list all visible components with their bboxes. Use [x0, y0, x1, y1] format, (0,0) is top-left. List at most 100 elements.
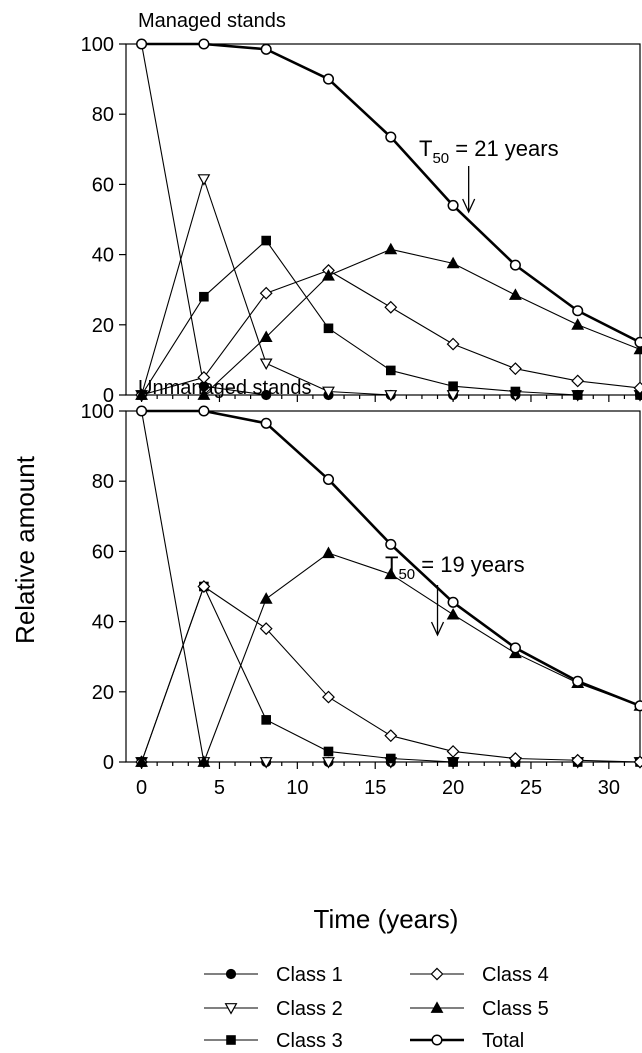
- legend-marker: [226, 1035, 236, 1045]
- series-class-1: [136, 38, 642, 401]
- x-tick-label: 30: [598, 777, 620, 799]
- data-point-shape: [323, 746, 334, 757]
- y-tick-label: 20: [92, 315, 114, 337]
- legend: Class 1 Class 2 Class 3 Class 4 Class 5 Total: [204, 964, 549, 1052]
- legend-item-class-2: Class 2: [204, 998, 343, 1020]
- data-point: [322, 690, 335, 704]
- data-point: [323, 323, 334, 334]
- data-point: [633, 381, 642, 395]
- data-point-shape: [322, 73, 335, 85]
- data-point-shape: [571, 753, 585, 767]
- series-line: [141, 410, 640, 763]
- data-point-shape: [322, 386, 335, 399]
- data-point: [259, 286, 273, 300]
- legend-marker-shape: [226, 1035, 236, 1045]
- data-point-shape: [385, 753, 396, 764]
- data-point-shape: [197, 174, 211, 186]
- data-point-shape: [136, 405, 148, 417]
- data-point-shape: [135, 388, 148, 400]
- data-point-shape: [198, 405, 210, 417]
- annotation-arrow-head: [430, 621, 445, 637]
- panel-managed: Managed stands 0 20 40 60 80 100 T50 = 21 years: [81, 10, 642, 407]
- legend-marker-shape: [430, 1001, 444, 1013]
- data-point-shape: [197, 755, 211, 767]
- data-point-shape: [572, 305, 584, 317]
- data-point: [384, 300, 398, 314]
- data-point-shape: [508, 288, 522, 300]
- data-point-shape: [448, 381, 458, 392]
- data-point: [572, 390, 583, 400]
- series-total: [136, 38, 642, 348]
- data-point-shape: [259, 358, 273, 371]
- data-point: [385, 538, 397, 550]
- data-point: [259, 358, 273, 371]
- data-point-shape: [448, 757, 458, 767]
- data-point: [261, 235, 271, 246]
- annotation-subscript: 50: [398, 566, 415, 583]
- legend-marker: [224, 1003, 238, 1015]
- series-class-1: [136, 405, 642, 768]
- legend-item-class-3: Class 3: [204, 1030, 343, 1052]
- data-point: [446, 607, 460, 620]
- plot-area: [135, 405, 642, 769]
- data-point-shape: [198, 38, 210, 50]
- data-point: [571, 753, 585, 767]
- data-point-shape: [384, 300, 398, 314]
- legend-label: Total: [482, 1030, 524, 1052]
- x-tick-label: 20: [442, 777, 464, 799]
- data-point: [571, 318, 585, 330]
- annotation-suffix: = 19 years: [415, 552, 524, 577]
- data-point-shape: [384, 390, 398, 402]
- annotation-suffix: = 21 years: [449, 136, 558, 161]
- data-point-shape: [259, 757, 273, 769]
- legend-label: Class 1: [276, 964, 343, 986]
- data-point: [323, 746, 334, 757]
- data-point: [508, 752, 522, 765]
- data-point: [508, 362, 522, 376]
- panel-title: Unmanaged stands: [138, 377, 311, 399]
- data-point-shape: [322, 546, 335, 559]
- data-point-shape: [571, 374, 585, 388]
- data-point: [510, 386, 521, 397]
- data-point-shape: [322, 757, 335, 769]
- x-tick-label: 25: [520, 777, 542, 799]
- data-point: [322, 546, 335, 559]
- legend-marker: [430, 1001, 444, 1013]
- x-tick-label: 5: [214, 777, 225, 799]
- series-class-4: [135, 263, 642, 402]
- data-point-shape: [322, 690, 335, 704]
- y-tick-label: 80: [92, 104, 114, 126]
- data-point: [385, 753, 396, 764]
- data-point-shape: [384, 567, 398, 580]
- data-point-shape: [446, 745, 460, 758]
- data-point: [508, 288, 522, 300]
- legend-label: Class 3: [276, 1030, 343, 1052]
- data-point-shape: [323, 323, 334, 334]
- data-point-shape: [633, 381, 642, 395]
- data-point-shape: [261, 389, 272, 401]
- data-point-shape: [197, 580, 211, 593]
- legend-marker: [225, 968, 237, 980]
- data-point-shape: [322, 269, 335, 281]
- data-point: [259, 757, 273, 769]
- legend-label: Class 5: [482, 998, 549, 1020]
- data-point-shape: [384, 242, 398, 255]
- data-point: [447, 596, 459, 608]
- annotation-t50: T50 = 19 years: [385, 552, 525, 583]
- data-point-shape: [199, 291, 209, 302]
- y-tick-label: 20: [92, 682, 114, 704]
- data-point-shape: [446, 607, 460, 620]
- y-axis-title: Relative amount: [10, 455, 40, 644]
- annotation-t50: T50 = 21 years: [419, 136, 559, 167]
- data-point: [634, 336, 642, 348]
- data-point: [260, 43, 272, 55]
- series-class-4: [135, 580, 642, 769]
- data-point-shape: [572, 675, 584, 687]
- data-point: [197, 388, 211, 400]
- data-point: [448, 757, 458, 767]
- data-point-shape: [446, 337, 460, 351]
- data-point-shape: [261, 715, 271, 725]
- annotation-prefix: T: [419, 136, 432, 161]
